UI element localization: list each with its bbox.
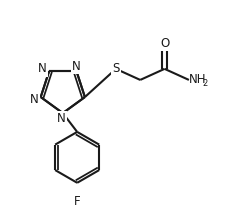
Text: N: N [57, 112, 66, 125]
Text: O: O [160, 37, 169, 50]
Text: 2: 2 [203, 79, 208, 88]
Text: F: F [74, 195, 80, 208]
Text: NH: NH [189, 73, 206, 86]
Text: N: N [38, 62, 47, 75]
Text: N: N [72, 60, 81, 73]
Text: N: N [30, 93, 39, 106]
Text: S: S [112, 62, 120, 75]
